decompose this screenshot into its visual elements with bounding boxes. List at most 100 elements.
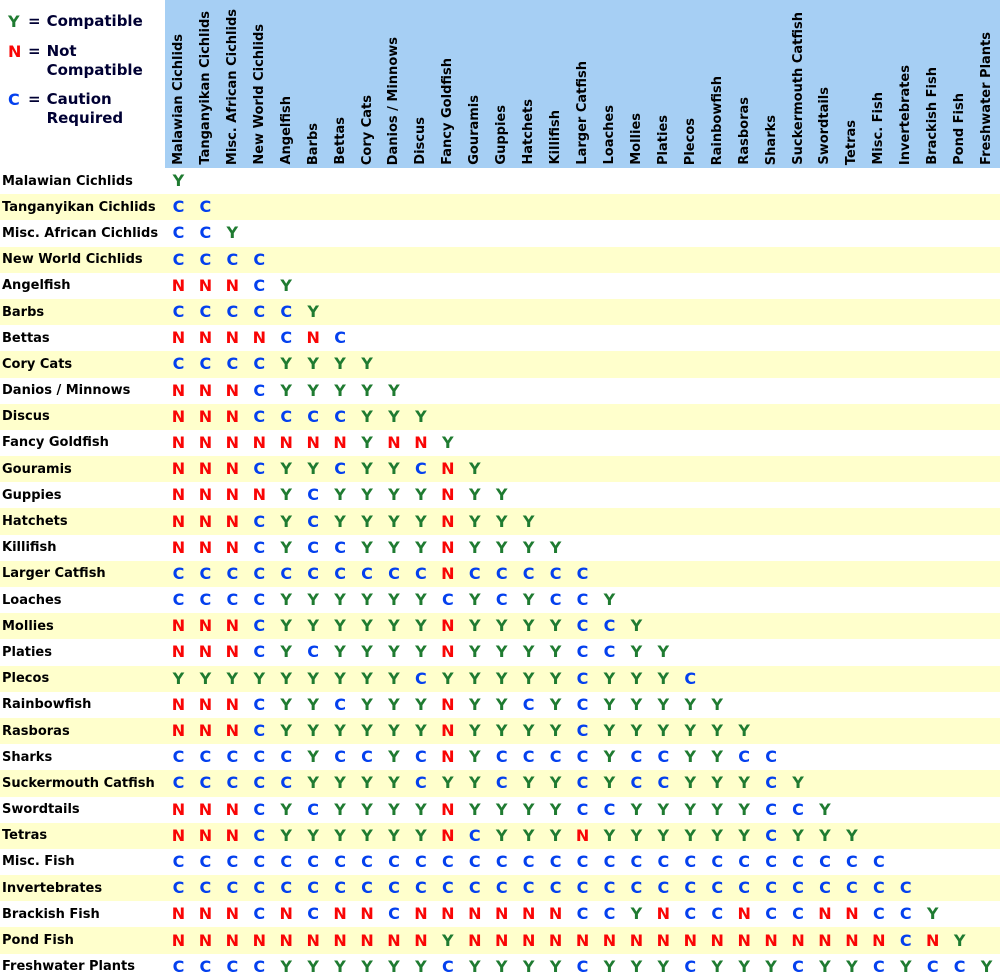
column-header: Platies <box>650 0 677 168</box>
compat-cell: Y <box>684 825 697 845</box>
compat-cell: Y <box>468 642 481 662</box>
compat-cell: C <box>549 747 562 767</box>
legend-item-caution: C = Caution Required <box>8 90 165 129</box>
table-row: Fancy Goldfish N N N N N N N Y N N Y <box>0 430 1000 456</box>
compat-cell: Y <box>280 694 293 714</box>
compat-cell: C <box>576 616 589 636</box>
compat-cell: Y <box>307 616 319 636</box>
compat-cell: C <box>172 747 185 767</box>
table-row: Tetras N N N C Y Y Y Y Y Y N C Y Y Y N Y Y Y Y Y Y C Y Y Y <box>0 822 1000 849</box>
compat-cell: Y <box>549 642 562 662</box>
compat-cell: C <box>522 747 535 767</box>
compat-cell: Y <box>442 930 454 950</box>
compat-cell: N <box>225 406 240 426</box>
compat-cell: N <box>414 432 428 452</box>
compat-cell: N <box>198 799 213 819</box>
compat-cell: Y <box>549 721 562 741</box>
compat-cell: C <box>765 904 777 924</box>
compat-cell: Y <box>630 904 643 924</box>
compat-cell: C <box>253 537 266 557</box>
compat-cell: N <box>225 537 240 557</box>
compat-cell: N <box>764 930 778 950</box>
table-row: Brackish Fish N N N C N C N N C N N N N N N C C Y N C C N C C N N C… <box>0 901 1000 927</box>
compat-cell: C <box>415 773 427 793</box>
compat-cell: Y <box>980 956 993 976</box>
compat-cell: C <box>630 878 643 898</box>
compat-cell: Y <box>630 668 643 688</box>
compat-cell: Y <box>388 825 400 845</box>
compat-cell: C <box>361 851 373 871</box>
column-header: Gouramis <box>461 0 488 168</box>
compat-cell: C <box>307 878 320 898</box>
row-label: Cory Cats <box>2 356 73 372</box>
legend-symbol-n: N <box>8 41 22 61</box>
compat-cell: C <box>765 851 777 871</box>
compat-cell: C <box>738 878 751 898</box>
compat-cell: C <box>253 851 266 871</box>
compat-cell: N <box>441 642 455 662</box>
column-header-label: Angelfish <box>278 96 294 165</box>
compat-cell: N <box>441 799 455 819</box>
compat-cell: C <box>684 904 697 924</box>
column-header: Guppies <box>488 0 515 168</box>
compat-cell: Y <box>549 537 562 557</box>
compat-cell: N <box>737 904 751 924</box>
compat-cell: Y <box>684 773 697 793</box>
compat-cell: C <box>172 851 185 871</box>
compat-cell: C <box>415 747 427 767</box>
compat-cell: C <box>711 878 724 898</box>
compat-cell: C <box>792 878 804 898</box>
column-header-label: Bettas <box>332 117 348 165</box>
row-label: Mollies <box>2 618 54 634</box>
compat-cell: Y <box>684 721 697 741</box>
compat-cell: N <box>306 432 320 452</box>
compat-cell: C <box>253 590 266 610</box>
table-row: Gouramis N N N C Y Y C Y Y C N Y <box>0 456 1000 483</box>
compat-cell: Y <box>495 537 508 557</box>
compat-cell: C <box>388 878 400 898</box>
compat-cell: Y <box>846 956 858 976</box>
compat-cell: N <box>548 904 563 924</box>
compat-cell: C <box>792 799 804 819</box>
table-row: Killifish N N N C Y C C Y Y Y N Y Y Y Y <box>0 535 1000 561</box>
column-header-label: Gouramis <box>467 95 483 165</box>
compat-cell: C <box>468 825 481 845</box>
compat-cell: Y <box>630 721 643 741</box>
compat-cell: Y <box>415 616 427 636</box>
compat-cell: C <box>576 694 589 714</box>
compat-cell: Y <box>522 616 535 636</box>
compat-cell: N <box>252 485 266 505</box>
compat-cell: Y <box>388 616 400 636</box>
compat-cell: Y <box>334 590 346 610</box>
compat-cell: C <box>199 851 212 871</box>
compat-cell: Y <box>603 956 616 976</box>
compat-cell: C <box>495 878 508 898</box>
compat-cell: N <box>225 642 240 662</box>
compat-cell: C <box>253 904 266 924</box>
compat-cell: C <box>361 878 373 898</box>
compat-cell: Y <box>549 773 562 793</box>
column-header: Larger Catfish <box>569 0 596 168</box>
compat-cell: Y <box>495 721 508 741</box>
compat-cell: C <box>199 197 212 217</box>
compat-cell: C <box>280 406 293 426</box>
compat-cell: Y <box>657 825 670 845</box>
compat-cell: N <box>171 904 186 924</box>
compat-cell: Y <box>468 537 481 557</box>
compat-cell: C <box>899 904 912 924</box>
compat-cell: Y <box>522 956 535 976</box>
compat-cell: Y <box>468 694 481 714</box>
compat-cell: C <box>199 773 212 793</box>
compat-cell: C <box>334 747 346 767</box>
compat-cell: Y <box>953 930 966 950</box>
compat-cell: C <box>684 851 697 871</box>
compat-cell: C <box>576 851 589 871</box>
compat-cell: N <box>441 563 455 583</box>
compat-cell: Y <box>468 616 481 636</box>
row-label: Bettas <box>2 330 50 346</box>
compat-cell: Y <box>280 537 293 557</box>
compat-cell: C <box>280 302 293 322</box>
compat-cell: C <box>172 956 185 976</box>
compat-cell: N <box>737 930 751 950</box>
